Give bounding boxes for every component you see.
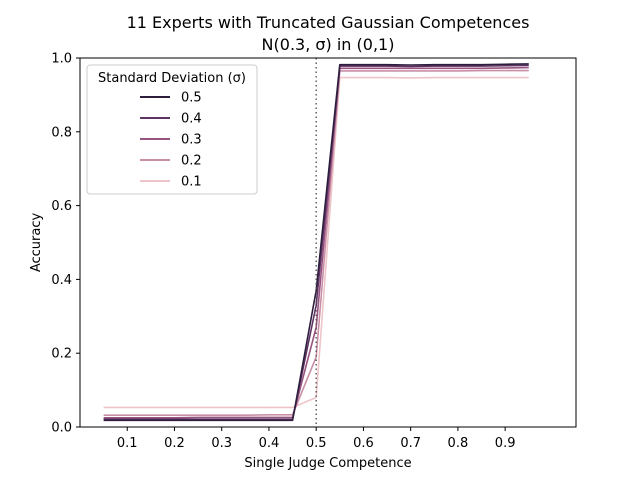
x-tick-label: 0.4 bbox=[259, 436, 280, 451]
legend-label-sigma-0.1: 0.1 bbox=[181, 175, 202, 190]
y-tick-layer: 0.0 0.2 0.4 0.6 0.8 1.0 bbox=[51, 52, 80, 436]
y-tick-label: 0.2 bbox=[51, 347, 72, 362]
y-tick-label: 0.0 bbox=[51, 421, 72, 436]
legend-label-sigma-0.5: 0.5 bbox=[181, 91, 202, 106]
legend: Standard Deviation (σ) 0.5 0.4 0.3 0.2 0.1 bbox=[86, 64, 258, 195]
legend-label-sigma-0.4: 0.4 bbox=[181, 112, 202, 127]
y-tick-label: 0.6 bbox=[51, 199, 72, 214]
series-line-sigma-0.4 bbox=[103, 64, 529, 421]
y-tick-label: 1.0 bbox=[51, 52, 72, 67]
series-line-sigma-0.5 bbox=[103, 63, 529, 422]
x-tick-label: 0.7 bbox=[400, 436, 421, 451]
y-tick-label: 0.8 bbox=[51, 125, 72, 140]
plot-area-frame bbox=[79, 57, 577, 428]
series-line-sigma-0.3 bbox=[103, 66, 529, 419]
x-axis-label: Single Judge Competence bbox=[244, 456, 411, 471]
x-tick-label: 0.6 bbox=[353, 436, 374, 451]
chart-subtitle: N(0.3, σ) in (0,1) bbox=[262, 35, 395, 54]
y-axis-label: Accuracy bbox=[29, 213, 44, 273]
x-tick-label: 0.2 bbox=[164, 436, 185, 451]
legend-label-sigma-0.2: 0.2 bbox=[181, 154, 202, 169]
y-tick-label: 0.4 bbox=[51, 273, 72, 288]
x-tick-label: 0.3 bbox=[211, 436, 232, 451]
chart-title: 11 Experts with Truncated Gaussian Compe… bbox=[127, 13, 530, 32]
x-tick-label: 0.1 bbox=[117, 436, 138, 451]
x-tick-label: 0.5 bbox=[306, 436, 327, 451]
series-layer bbox=[103, 63, 529, 422]
x-tick-label: 0.8 bbox=[448, 436, 469, 451]
series-line-sigma-0.1 bbox=[103, 76, 529, 409]
series-line-sigma-0.2 bbox=[103, 69, 529, 416]
x-tick-label: 0.9 bbox=[495, 436, 516, 451]
legend-label-sigma-0.3: 0.3 bbox=[181, 133, 202, 148]
legend-title: Standard Deviation (σ) bbox=[98, 71, 246, 86]
legend-frame bbox=[86, 64, 258, 195]
x-tick-layer: 0.1 0.2 0.3 0.4 0.5 0.6 0.7 0.8 0.9 bbox=[117, 427, 516, 451]
legend-items: 0.5 0.4 0.3 0.2 0.1 bbox=[140, 91, 202, 190]
